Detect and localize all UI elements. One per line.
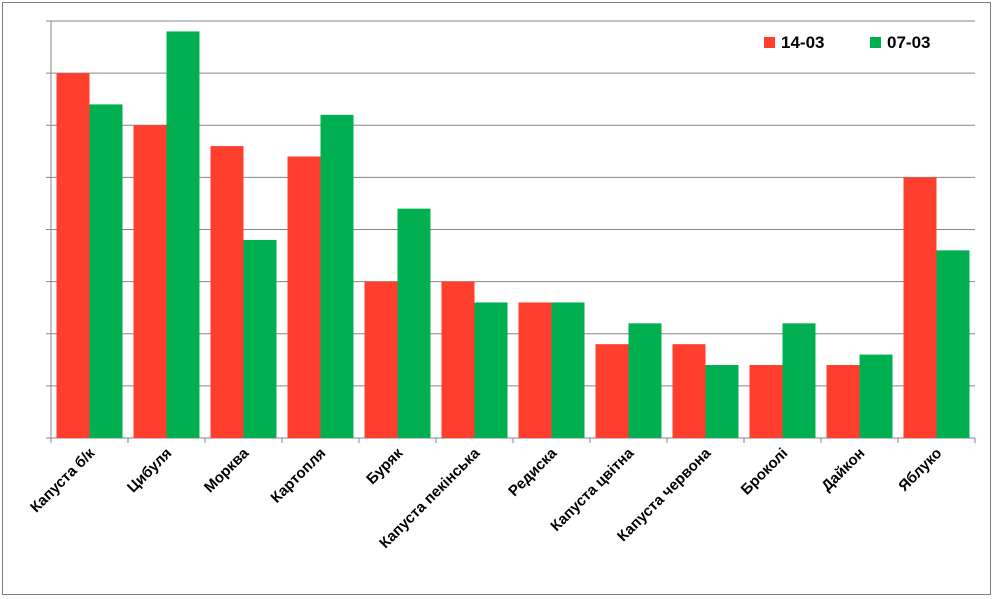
legend: 14-03 07-03 bbox=[764, 33, 930, 52]
bar-07-03-2 bbox=[243, 239, 277, 438]
x-tick-label: Дайкон bbox=[818, 445, 868, 495]
bar-07-03-0 bbox=[89, 104, 123, 439]
bar-14-03-5 bbox=[441, 281, 475, 438]
bar-07-03-7 bbox=[628, 323, 662, 438]
bar-14-03-1 bbox=[133, 125, 167, 438]
gridlines bbox=[51, 20, 975, 387]
axes bbox=[46, 20, 976, 443]
bar-14-03-4 bbox=[364, 281, 398, 438]
legend-label-14-03: 14-03 bbox=[781, 33, 824, 52]
bar-14-03-6 bbox=[518, 302, 552, 438]
legend-swatch-14-03 bbox=[764, 37, 775, 48]
bar-14-03-9 bbox=[749, 365, 783, 438]
x-tick-label: Цибуля bbox=[124, 445, 175, 496]
bar-07-03-11 bbox=[936, 250, 970, 438]
x-tick-label: Редиска bbox=[505, 444, 561, 500]
bar-14-03-8 bbox=[672, 344, 706, 438]
bar-07-03-3 bbox=[320, 114, 354, 438]
bar-07-03-9 bbox=[782, 323, 816, 438]
bar-14-03-3 bbox=[287, 156, 321, 438]
x-tick-labels: Капуста б/к Цибуля Морква Картопля Буряк Капу… bbox=[27, 444, 945, 552]
bar-14-03-2 bbox=[210, 146, 244, 438]
bar-14-03-11 bbox=[903, 177, 937, 438]
bar-07-03-5 bbox=[474, 302, 508, 438]
bar-07-03-4 bbox=[397, 208, 431, 438]
bar-07-03-6 bbox=[551, 302, 585, 438]
x-tick-label: Морква bbox=[201, 444, 253, 496]
bar-07-03-1 bbox=[166, 31, 200, 439]
x-tick-label: Броколі bbox=[738, 445, 792, 499]
bar-14-03-0 bbox=[56, 73, 90, 438]
legend-label-07-03: 07-03 bbox=[887, 33, 930, 52]
x-tick-label: Капуста б/к bbox=[27, 444, 99, 516]
bars bbox=[56, 31, 970, 439]
legend-swatch-07-03 bbox=[870, 37, 881, 48]
x-tick-label: Капуста цвітна bbox=[547, 444, 637, 534]
bar-07-03-10 bbox=[859, 354, 893, 438]
x-tick-label: Буряк bbox=[363, 444, 406, 487]
x-tick-label: Яблуко bbox=[895, 445, 945, 495]
bar-14-03-7 bbox=[595, 344, 629, 438]
x-tick-label: Картопля bbox=[268, 445, 330, 507]
bar-14-03-10 bbox=[826, 365, 860, 438]
bar-07-03-8 bbox=[705, 365, 739, 438]
